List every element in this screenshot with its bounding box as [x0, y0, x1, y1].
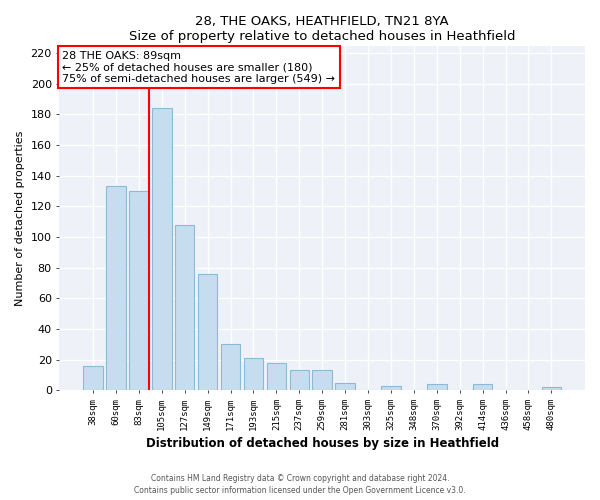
Bar — [335, 382, 355, 390]
Title: 28, THE OAKS, HEATHFIELD, TN21 8YA
Size of property relative to detached houses : 28, THE OAKS, HEATHFIELD, TN21 8YA Size … — [129, 15, 515, 43]
Bar — [129, 191, 149, 390]
Bar — [473, 384, 493, 390]
Bar — [221, 344, 241, 390]
Text: Contains HM Land Registry data © Crown copyright and database right 2024.
Contai: Contains HM Land Registry data © Crown c… — [134, 474, 466, 495]
Y-axis label: Number of detached properties: Number of detached properties — [15, 130, 25, 306]
Bar — [427, 384, 446, 390]
Bar — [175, 225, 194, 390]
Bar — [266, 362, 286, 390]
Bar — [106, 186, 126, 390]
Bar — [313, 370, 332, 390]
Bar — [290, 370, 309, 390]
Text: 28 THE OAKS: 89sqm
← 25% of detached houses are smaller (180)
75% of semi-detach: 28 THE OAKS: 89sqm ← 25% of detached hou… — [62, 50, 335, 84]
Bar — [152, 108, 172, 390]
Bar — [198, 274, 217, 390]
Bar — [542, 387, 561, 390]
Bar — [381, 386, 401, 390]
Bar — [83, 366, 103, 390]
X-axis label: Distribution of detached houses by size in Heathfield: Distribution of detached houses by size … — [146, 437, 499, 450]
Bar — [244, 358, 263, 390]
